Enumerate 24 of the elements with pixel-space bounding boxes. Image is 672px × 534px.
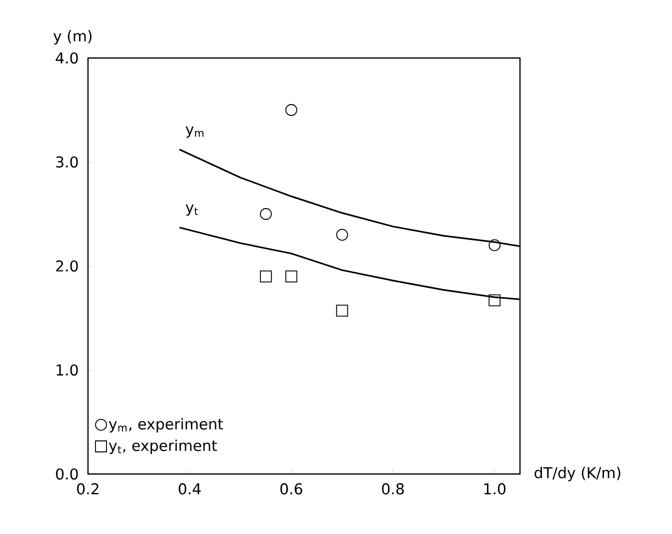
y-axis-title: y (m) [53,30,92,44]
y-tick-label: 1.0 [56,364,78,376]
point [260,270,272,282]
x-axis-title: dT/dy (K/m) [534,466,620,482]
x-tick-label: 0.8 [382,483,404,494]
x-tick-label: 0.2 [77,483,98,494]
y-tick-label: 3.0 [56,156,78,168]
x-tick-label: 1.0 [484,483,506,494]
point [336,228,348,241]
point [285,104,298,116]
point [488,239,501,252]
point [488,294,501,306]
y-tick-label: 2.0 [56,260,78,272]
point [260,208,272,220]
point [285,270,298,282]
series-label: y$_{m}$ [186,126,204,138]
legend-label: y$_{m}$, experiment [108,418,224,432]
x-tick-label: 0.6 [280,483,302,494]
y-tick-label: 4.0 [56,52,78,64]
x-tick-label: 0.4 [178,483,201,494]
series-label: y$_{t}$ [186,204,198,216]
y-tick-label: 0.0 [56,468,78,480]
point [336,304,348,317]
legend-label: y$_{t}$, experiment [108,440,217,454]
